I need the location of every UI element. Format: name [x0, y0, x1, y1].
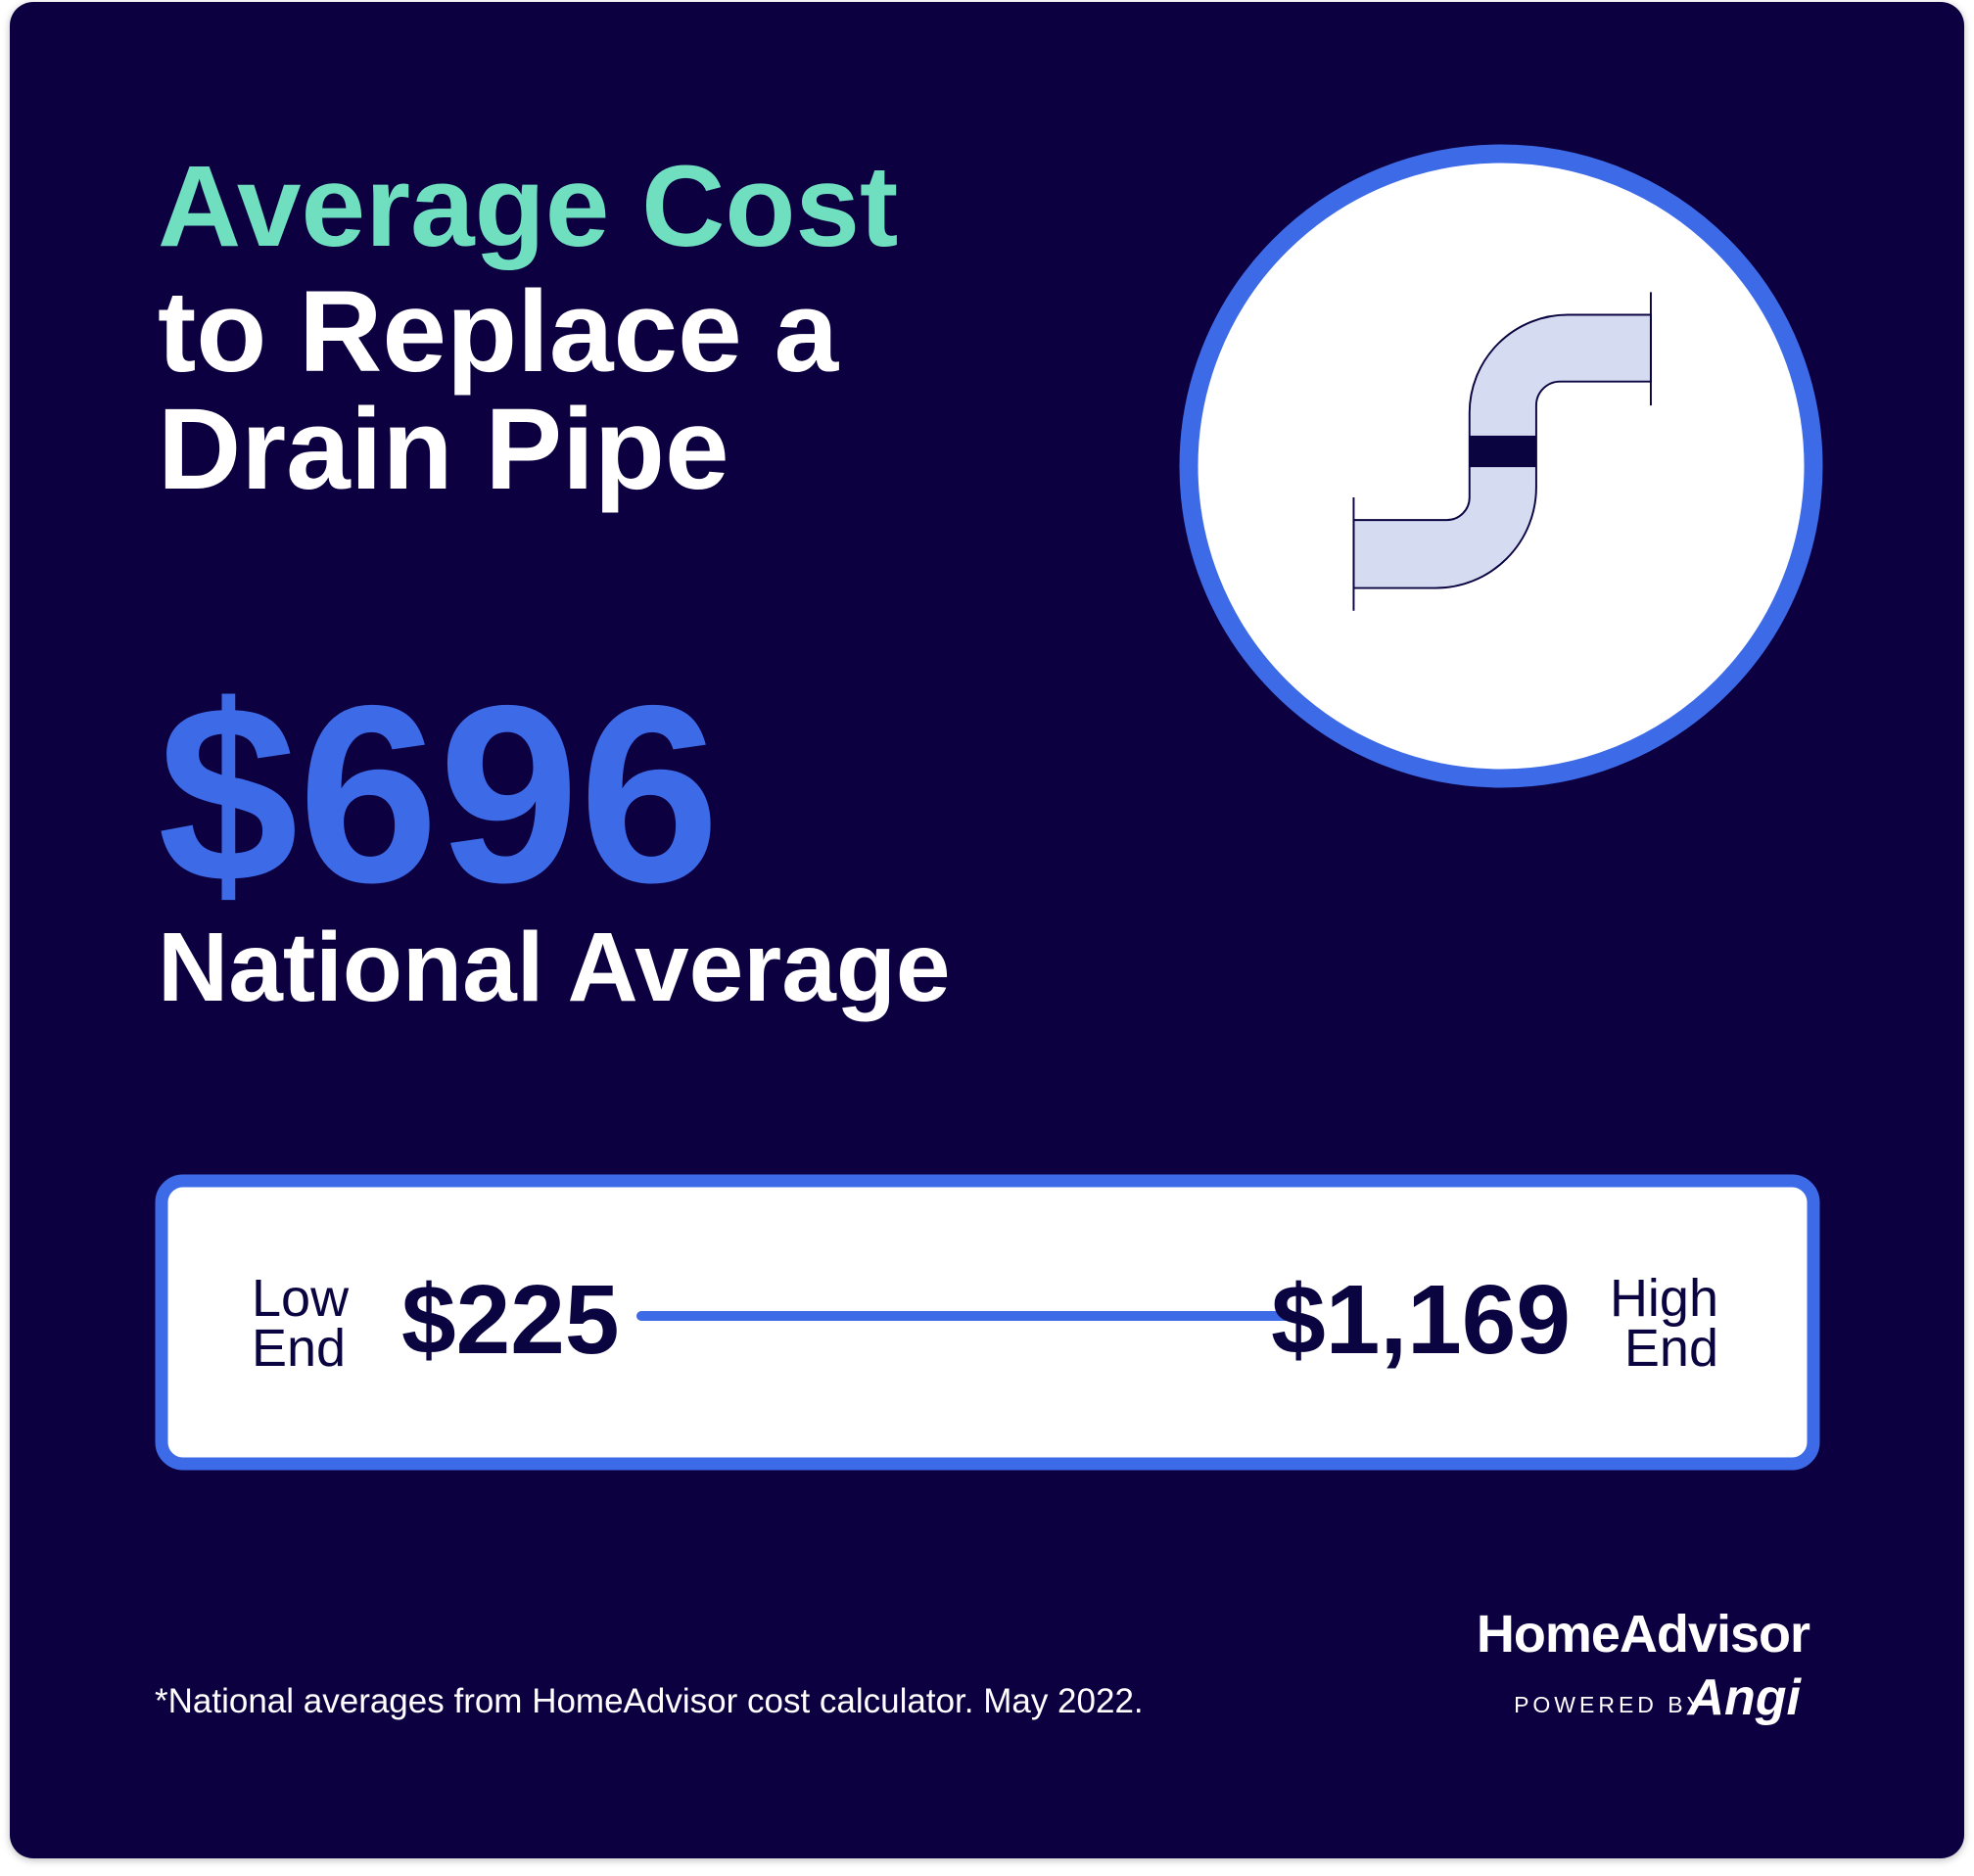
- low-label: Low: [252, 1269, 350, 1328]
- high-value: $1,169: [1271, 1265, 1571, 1375]
- pipe-icon: [1179, 144, 1823, 788]
- average-label: National Average: [158, 913, 951, 1022]
- low-value: $225: [401, 1265, 619, 1375]
- title-line: Average Cost: [158, 142, 898, 271]
- title-line: Drain Pipe: [158, 385, 729, 514]
- powered-by: POWERED BY: [1514, 1692, 1706, 1717]
- average-amount: $696: [158, 652, 720, 935]
- range-box: [155, 1174, 1820, 1471]
- footnote: *National averages from HomeAdvisor cost…: [155, 1682, 1144, 1720]
- partner-logo: Angi: [1685, 1669, 1802, 1726]
- high-label: End: [1624, 1319, 1718, 1378]
- low-label: End: [252, 1319, 346, 1378]
- brand-name: HomeAdvisor: [1477, 1605, 1810, 1664]
- title-line: to Replace a: [158, 267, 840, 397]
- high-label: High: [1610, 1269, 1718, 1328]
- pipe-joint: [1469, 435, 1536, 468]
